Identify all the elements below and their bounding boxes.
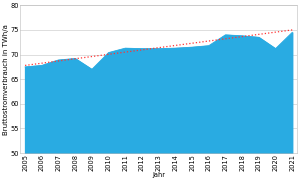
X-axis label: Jahr: Jahr xyxy=(152,172,165,178)
Y-axis label: Bruttostromverbrauch in TWh/a: Bruttostromverbrauch in TWh/a xyxy=(3,24,9,135)
